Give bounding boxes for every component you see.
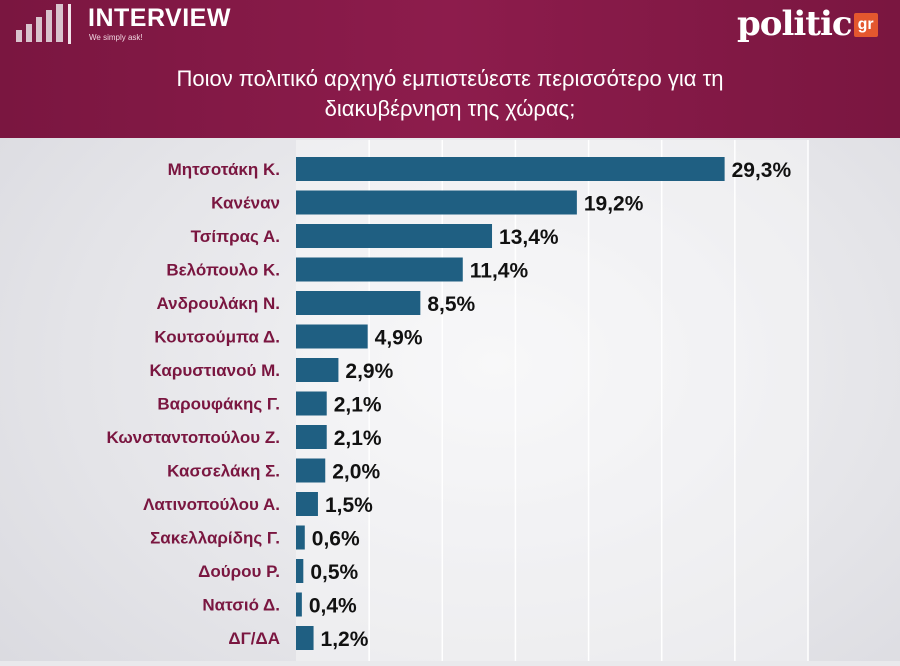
category-label: Βελόπουλο Κ.: [166, 261, 280, 280]
value-label: 4,9%: [375, 327, 423, 350]
chart-title-line-2: διακυβέρνηση της χώρας;: [324, 96, 576, 121]
value-label: 2,0%: [332, 461, 380, 484]
category-label: Κασσελάκη Σ.: [167, 462, 280, 481]
bar: [296, 257, 463, 282]
value-label: 13,4%: [499, 226, 559, 249]
value-label: 2,1%: [334, 394, 382, 417]
category-label: Δούρου Ρ.: [198, 562, 280, 581]
bar: [296, 157, 725, 181]
value-label: 0,4%: [309, 595, 357, 618]
category-label: Τσίπρας Α.: [191, 227, 280, 246]
category-label: Βαρουφάκης Γ.: [157, 395, 280, 414]
category-label: Ανδρουλάκη Ν.: [157, 294, 281, 313]
value-label: 11,4%: [470, 260, 529, 283]
value-label: 1,2%: [321, 628, 369, 651]
category-label: ΔΓ/ΔΑ: [228, 629, 280, 648]
bar: [296, 291, 421, 315]
brand-tagline: We simply ask!: [89, 33, 143, 42]
bar: [296, 425, 327, 449]
value-label: 2,9%: [345, 360, 393, 383]
header-banner: INTERVIEW We simply ask! politic gr Ποιον…: [0, 0, 900, 138]
bar-chart: Μητσοτάκη Κ. 29,3% Κανέναν 19,2% Τσίπρας Α. 1…: [106, 140, 809, 661]
brand-name: INTERVIEW: [88, 4, 231, 32]
bar: [296, 458, 326, 483]
category-label: Κουτσούμπα Δ.: [154, 328, 280, 347]
value-label: 29,3%: [732, 159, 792, 182]
bar: [296, 358, 339, 382]
category-label: Κωνσταντοπούλου Ζ.: [106, 428, 280, 447]
politic-logo-text: politic: [737, 4, 853, 44]
value-label: 1,5%: [325, 494, 373, 517]
category-label: Λατινοπούλου Α.: [143, 495, 280, 514]
bar: [296, 224, 493, 248]
category-label: Νατσιό Δ.: [202, 596, 280, 615]
bar: [296, 626, 314, 650]
value-label: 19,2%: [584, 193, 644, 216]
category-label: Μητσοτάκη Κ.: [168, 160, 280, 179]
politic-logo: politic gr: [737, 4, 878, 44]
politic-logo-badge: gr: [853, 13, 878, 37]
interview-logo-icon: [16, 4, 71, 44]
chart-title-line-1: Ποιον πολιτικό αρχηγό εμπιστεύεστε περισ…: [176, 66, 724, 91]
bar: [296, 559, 304, 583]
category-label: Καρυστιανού Μ.: [150, 361, 280, 380]
chart-title: Ποιον πολιτικό αρχηγό εμπιστεύεστε περισ…: [0, 64, 900, 124]
bar: [296, 190, 577, 215]
bar: [296, 391, 327, 416]
bar: [296, 592, 302, 617]
value-label: 0,5%: [310, 561, 358, 584]
category-label: Κανέναν: [211, 194, 280, 213]
bar: [296, 525, 305, 550]
value-label: 2,1%: [334, 427, 382, 450]
value-label: 8,5%: [427, 293, 475, 316]
bar: [296, 324, 368, 349]
value-label: 0,6%: [312, 528, 360, 551]
bar: [296, 492, 318, 516]
category-label: Σακελλαρίδης Γ.: [150, 529, 280, 548]
chart-area: Μητσοτάκη Κ. 29,3% Κανέναν 19,2% Τσίπρας Α. 1…: [0, 140, 900, 661]
